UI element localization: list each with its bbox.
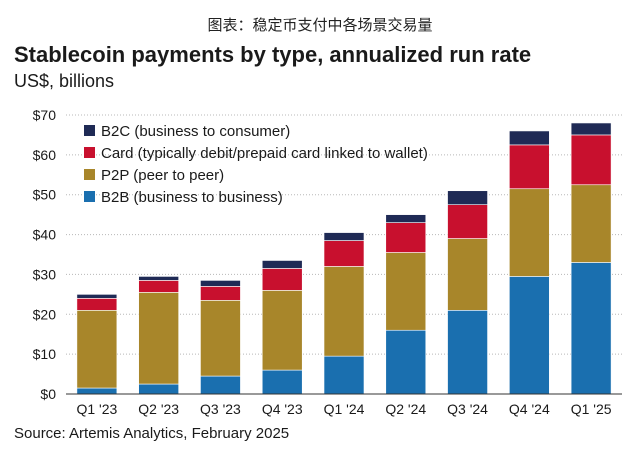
bar-segment (323, 355, 365, 395)
bar-segment (76, 294, 118, 299)
bar-segment (509, 144, 550, 190)
bar-segment (138, 383, 179, 395)
bar-segment (385, 214, 427, 223)
bar-segment (323, 240, 365, 267)
bar-segment (570, 122, 612, 136)
bar-segment (447, 204, 488, 239)
x-tick-label: Q2 '24 (385, 401, 426, 417)
bar-segment (447, 238, 488, 311)
bar-segment (200, 280, 241, 287)
chart-title: Stablecoin payments by type, annualized … (14, 42, 532, 67)
figure-caption: 图表：稳定币支付中各场景交易量 (207, 16, 433, 34)
x-tick-label: Q1 '25 (571, 401, 612, 417)
bar-segment (447, 190, 488, 205)
legend-swatch (84, 125, 95, 136)
bar-segment (570, 134, 612, 186)
bar-segment (509, 130, 550, 146)
bar-segment (570, 262, 612, 395)
legend-swatch (84, 169, 95, 180)
x-tick-label: Q4 '24 (509, 401, 550, 417)
bar-segment (447, 309, 488, 395)
y-tick-label: $50 (33, 187, 57, 203)
y-tick-label: $30 (33, 266, 57, 282)
y-tick-label: $10 (33, 346, 57, 362)
bar-segment (385, 252, 427, 331)
bar-segment (76, 309, 118, 389)
chart-subtitle: US$, billions (14, 71, 115, 91)
x-tick-label: Q1 '24 (324, 401, 365, 417)
legend-label: Card (typically debit/prepaid card linke… (101, 145, 428, 162)
bar-segment (385, 222, 427, 253)
y-tick-label: $0 (40, 386, 56, 402)
bar-segment (261, 268, 303, 291)
bar-segment (323, 266, 365, 357)
legend-swatch (84, 191, 95, 202)
bar-segment (323, 232, 365, 241)
x-tick-label: Q1 '23 (76, 401, 117, 417)
bar-segment (200, 286, 241, 301)
legend-label: B2C (business to consumer) (101, 123, 290, 140)
bar-segment (138, 276, 179, 281)
y-tick-label: $40 (33, 227, 57, 243)
x-tick-label: Q3 '23 (200, 401, 241, 417)
y-tick-label: $60 (33, 147, 57, 163)
legend-label: P2P (peer to peer) (101, 167, 224, 184)
chart-source: Source: Artemis Analytics, February 2025 (14, 425, 290, 442)
bar-segment (261, 369, 303, 395)
bar-segment (200, 375, 241, 395)
bar-segment (76, 387, 118, 395)
bar-segment (385, 329, 427, 395)
bar-segment (509, 276, 550, 395)
legend-label: B2B (business to business) (101, 189, 283, 206)
bar-segment (76, 298, 118, 311)
x-tick-label: Q4 '23 (262, 401, 303, 417)
x-tick-label: Q3 '24 (447, 401, 488, 417)
bar-segment (509, 188, 550, 277)
y-tick-label: $70 (33, 107, 57, 123)
bar-segment (570, 184, 612, 263)
bar-segment (138, 280, 179, 293)
y-tick-label: $20 (33, 306, 57, 322)
bar-segment (261, 290, 303, 371)
bar-segment (200, 300, 241, 377)
bar-segment (261, 260, 303, 269)
bar-segment (138, 292, 179, 385)
legend-swatch (84, 147, 95, 158)
x-tick-label: Q2 '23 (138, 401, 179, 417)
